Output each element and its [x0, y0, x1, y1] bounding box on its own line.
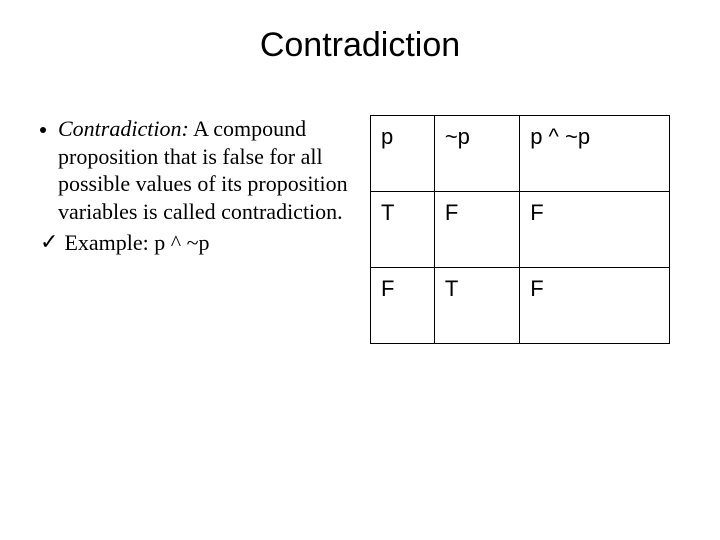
- table-cell: T: [434, 268, 519, 344]
- table-column: p ~p p ^ ~p T F F F T F: [370, 115, 680, 344]
- table-cell: F: [520, 268, 670, 344]
- table-row: T F F: [371, 192, 670, 268]
- table-cell: T: [371, 192, 435, 268]
- example-text: Example: p ^ ~p: [64, 229, 209, 257]
- check-icon: ✓: [40, 229, 58, 255]
- table-header-cell: ~p: [434, 116, 519, 192]
- definition-text: Contradiction: A compound proposition th…: [58, 115, 350, 225]
- table-header-cell: p: [371, 116, 435, 192]
- definition-column: Contradiction: A compound proposition th…: [40, 115, 350, 344]
- page-title: Contradiction: [40, 26, 680, 65]
- definition-term: Contradiction:: [58, 116, 189, 141]
- table-row: F T F: [371, 268, 670, 344]
- table-cell: F: [371, 268, 435, 344]
- bullet-icon: [40, 127, 46, 133]
- table-header-cell: p ^ ~p: [520, 116, 670, 192]
- table-row: p ~p p ^ ~p: [371, 116, 670, 192]
- table-cell: F: [434, 192, 519, 268]
- truth-table: p ~p p ^ ~p T F F F T F: [370, 115, 670, 344]
- definition-bullet: Contradiction: A compound proposition th…: [40, 115, 350, 225]
- content-row: Contradiction: A compound proposition th…: [40, 115, 680, 344]
- table-cell: F: [520, 192, 670, 268]
- example-bullet: ✓ Example: p ^ ~p: [40, 229, 350, 257]
